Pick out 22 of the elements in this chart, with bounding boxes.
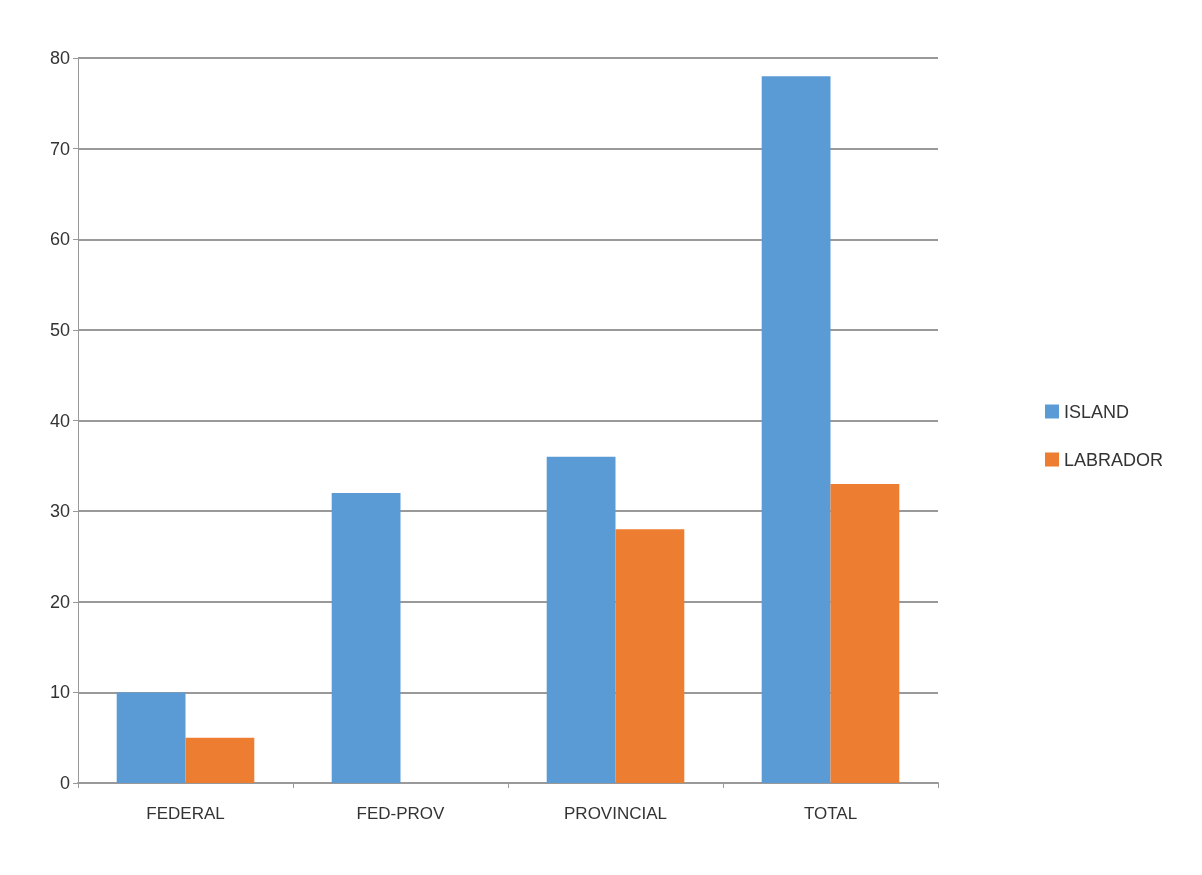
bar — [185, 737, 255, 783]
y-tick-label: 30 — [49, 501, 70, 522]
x-tick-label: TOTAL — [803, 804, 858, 823]
x-tick-label: PROVINCIAL — [564, 804, 667, 823]
x-tick-label: FED-PROV — [356, 804, 446, 823]
y-tick-label: 70 — [49, 138, 70, 159]
bar — [830, 483, 900, 783]
y-tick-label: 50 — [49, 319, 70, 340]
y-tick-label: 20 — [49, 591, 70, 612]
y-tick-label: 80 — [49, 48, 70, 68]
bar — [615, 529, 685, 783]
y-tick-label: 0 — [59, 773, 70, 793]
x-tick-label: FEDERAL — [146, 804, 225, 823]
legend-label: ISLAND — [1063, 401, 1129, 422]
y-tick-label: 60 — [49, 229, 70, 250]
bar — [331, 493, 401, 783]
bar — [761, 76, 831, 783]
bar — [116, 692, 186, 783]
y-tick-label: 10 — [49, 682, 70, 703]
bar — [546, 456, 616, 783]
legend-label: LABRADOR — [1063, 449, 1163, 470]
y-tick-label: 40 — [49, 410, 70, 431]
